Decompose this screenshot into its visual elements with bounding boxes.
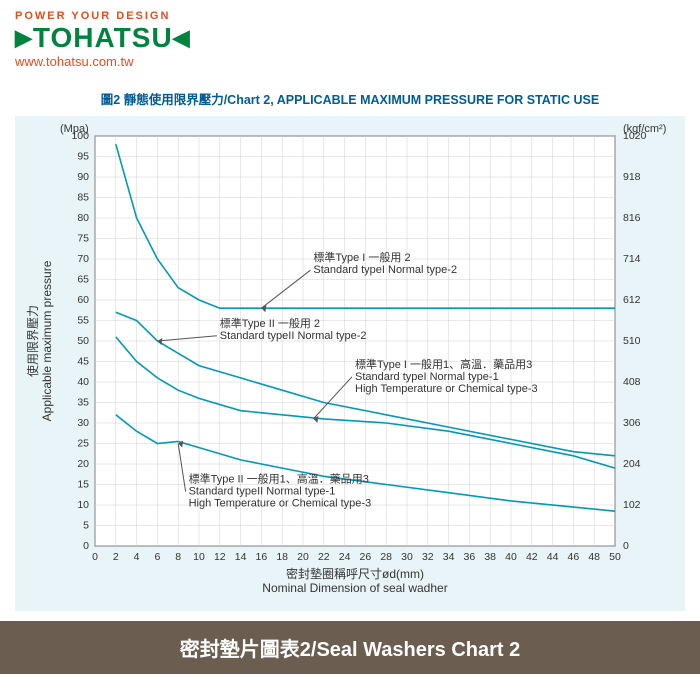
svg-text:標準Type II 一般用1、高溫．藥品用3: 標準Type II 一般用1、高溫．藥品用3 <box>189 472 369 486</box>
header: POWER YOUR DESIGN ▶ TOHATSU ◀ www.tohats… <box>0 0 700 74</box>
svg-text:75: 75 <box>77 233 89 245</box>
svg-text:18: 18 <box>276 551 288 563</box>
logo-arrow-left: ▶ <box>15 25 33 51</box>
svg-text:34: 34 <box>443 551 455 563</box>
svg-text:80: 80 <box>77 212 89 224</box>
svg-text:28: 28 <box>380 551 392 563</box>
svg-text:50: 50 <box>609 551 621 563</box>
chart-svg: 0246810121416182022242628303234363840424… <box>15 116 685 611</box>
svg-text:85: 85 <box>77 192 89 204</box>
svg-text:16: 16 <box>256 551 268 563</box>
svg-text:30: 30 <box>401 551 413 563</box>
svg-text:306: 306 <box>623 417 641 429</box>
svg-text:6: 6 <box>154 551 160 563</box>
svg-text:20: 20 <box>77 458 89 470</box>
svg-text:510: 510 <box>623 335 641 347</box>
svg-text:408: 408 <box>623 376 641 388</box>
svg-text:48: 48 <box>588 551 600 563</box>
svg-text:24: 24 <box>339 551 351 563</box>
logo-arrow-right: ◀ <box>173 25 191 51</box>
svg-text:4: 4 <box>134 551 140 563</box>
svg-text:90: 90 <box>77 171 89 183</box>
svg-text:High Temperature or Chemical t: High Temperature or Chemical type-3 <box>189 498 372 510</box>
svg-text:32: 32 <box>422 551 434 563</box>
svg-text:918: 918 <box>623 171 641 183</box>
svg-text:密封墊圈稱呼尺寸ød(mm): 密封墊圈稱呼尺寸ød(mm) <box>286 566 424 581</box>
logo: ▶ TOHATSU ◀ <box>15 22 685 54</box>
svg-text:標準Type I 一般用 2: 標準Type I 一般用 2 <box>313 250 410 264</box>
logo-text: TOHATSU <box>33 22 173 54</box>
svg-text:44: 44 <box>547 551 559 563</box>
svg-text:204: 204 <box>623 458 641 470</box>
svg-text:26: 26 <box>360 551 372 563</box>
svg-text:50: 50 <box>77 335 89 347</box>
svg-text:612: 612 <box>623 294 641 306</box>
svg-text:70: 70 <box>77 253 89 265</box>
svg-text:0: 0 <box>92 551 98 563</box>
svg-text:Standard typeII Normal type-1: Standard typeII Normal type-1 <box>189 486 336 498</box>
svg-text:60: 60 <box>77 294 89 306</box>
svg-text:45: 45 <box>77 356 89 368</box>
svg-text:Nominal Dimension of seal wadh: Nominal Dimension of seal wadher <box>262 581 447 595</box>
svg-text:(Mpa): (Mpa) <box>60 123 89 135</box>
footer-bar: 密封墊片圖表2/Seal Washers Chart 2 <box>0 621 700 674</box>
svg-text:12: 12 <box>214 551 226 563</box>
url: www.tohatsu.com.tw <box>15 54 685 69</box>
svg-text:Standard typeII Normal type-2: Standard typeII Normal type-2 <box>220 330 367 342</box>
svg-text:36: 36 <box>464 551 476 563</box>
svg-text:標準Type I 一般用1、高溫．藥品用3: 標準Type I 一般用1、高溫．藥品用3 <box>355 357 532 371</box>
svg-text:42: 42 <box>526 551 538 563</box>
svg-text:2: 2 <box>113 551 119 563</box>
svg-text:55: 55 <box>77 315 89 327</box>
svg-text:5: 5 <box>83 520 89 532</box>
svg-text:816: 816 <box>623 212 641 224</box>
svg-text:High Temperature or Chemical t: High Temperature or Chemical type-3 <box>355 383 538 395</box>
svg-text:Standard typeI Normal type-2: Standard typeI Normal type-2 <box>313 264 457 276</box>
svg-text:102: 102 <box>623 499 641 511</box>
svg-text:20: 20 <box>297 551 309 563</box>
svg-text:95: 95 <box>77 151 89 163</box>
svg-text:38: 38 <box>484 551 496 563</box>
svg-text:8: 8 <box>175 551 181 563</box>
svg-text:Applicable maximum pressure: Applicable maximum pressure <box>40 260 54 421</box>
svg-text:714: 714 <box>623 253 641 265</box>
chart-container: 0246810121416182022242628303234363840424… <box>15 116 685 611</box>
svg-text:14: 14 <box>235 551 247 563</box>
svg-text:0: 0 <box>83 540 89 552</box>
svg-text:10: 10 <box>193 551 205 563</box>
svg-text:0: 0 <box>623 540 629 552</box>
svg-text:40: 40 <box>77 376 89 388</box>
chart-title: 圖2 靜態使用限界壓力/Chart 2, APPLICABLE MAXIMUM … <box>0 89 700 108</box>
svg-text:標準Type II 一般用 2: 標準Type II 一般用 2 <box>220 316 320 330</box>
svg-text:65: 65 <box>77 274 89 286</box>
svg-text:30: 30 <box>77 417 89 429</box>
svg-text:40: 40 <box>505 551 517 563</box>
svg-text:25: 25 <box>77 438 89 450</box>
svg-text:Standard typeI Normal type-1: Standard typeI Normal type-1 <box>355 371 499 383</box>
svg-text:10: 10 <box>77 499 89 511</box>
svg-text:46: 46 <box>568 551 580 563</box>
svg-text:22: 22 <box>318 551 330 563</box>
svg-text:(kgf/cm²): (kgf/cm²) <box>623 123 666 135</box>
tagline: POWER YOUR DESIGN <box>15 10 685 22</box>
svg-text:35: 35 <box>77 397 89 409</box>
svg-text:使用限界壓力: 使用限界壓力 <box>25 305 40 377</box>
svg-text:15: 15 <box>77 479 89 491</box>
